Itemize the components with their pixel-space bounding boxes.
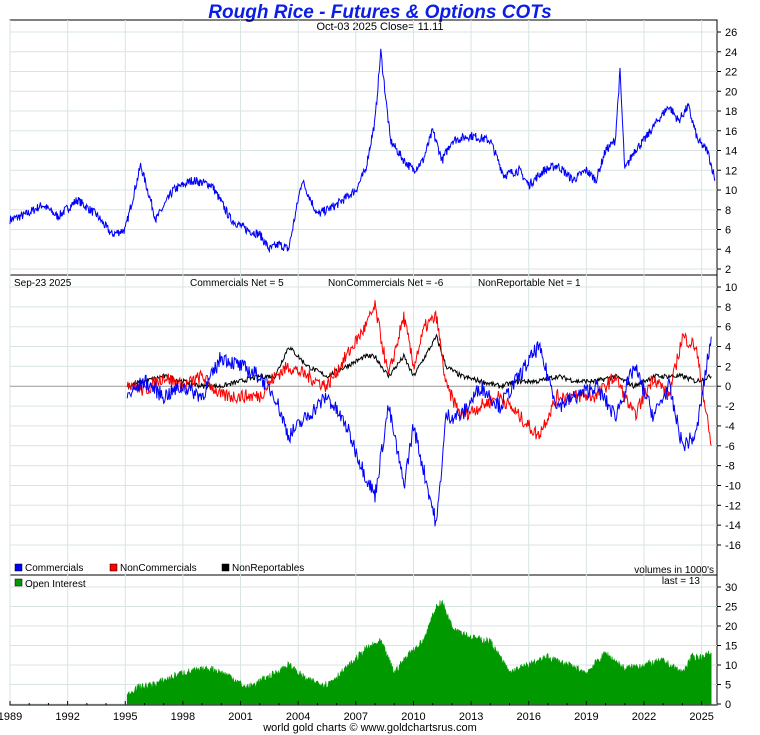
price-panel (9, 19, 718, 276)
x-tick-label: 2007 (344, 711, 368, 723)
y-tick-label: 6 (725, 322, 731, 334)
y-tick-label: -6 (725, 441, 735, 453)
nonreportables-line (126, 333, 712, 391)
footer-credit: world gold charts © www.goldchartsrus.co… (263, 722, 477, 734)
y-tick-label: 30 (725, 582, 737, 594)
legend-open-interest-swatch (14, 578, 23, 587)
y-tick-label: 22 (725, 67, 737, 79)
x-tick-label: 2001 (228, 711, 252, 723)
legend-nonreportables-swatch (221, 563, 230, 572)
x-tick-label: 2025 (689, 711, 713, 723)
x-tick-label: 2010 (401, 711, 425, 723)
y-tick-label: 18 (725, 106, 737, 118)
legend-nonreportables: NonReportables (232, 563, 304, 574)
y-tick-label: -14 (725, 520, 741, 532)
y-tick-label: 8 (725, 205, 731, 217)
y-tick-label: 16 (725, 126, 737, 138)
cot-panel (9, 274, 718, 576)
y-tick-label: 20 (725, 86, 737, 98)
legend-commercials: Commercials (25, 563, 83, 574)
x-tick-label: 2004 (286, 711, 310, 723)
y-tick-label: 2 (725, 264, 731, 276)
legend-commercials-swatch (14, 563, 23, 572)
y-tick-label: 12 (725, 165, 737, 177)
commercials-line (126, 336, 712, 527)
y-tick-label: -8 (725, 461, 735, 473)
x-tick-label: 2016 (516, 711, 540, 723)
x-tick-label: 1992 (55, 711, 79, 723)
y-tick-label: 6 (725, 225, 731, 237)
nonreportable-net-label: NonReportable Net = 1 (478, 278, 581, 289)
y-tick-label: -16 (725, 540, 741, 552)
y-tick-label: 5 (725, 680, 731, 692)
y-tick-label: 0 (725, 699, 731, 711)
y-tick-label: 4 (725, 342, 731, 354)
y-tick-label: 25 (725, 602, 737, 614)
y-tick-label: 10 (725, 185, 737, 197)
cot-date-label: Sep-23 2025 (14, 278, 72, 289)
legend-noncommercials: NonCommercials (120, 563, 197, 574)
x-tick-label: 1998 (171, 711, 195, 723)
y-tick-label: 0 (725, 381, 731, 393)
y-tick-label: 24 (725, 47, 737, 59)
chart-subtitle: Oct-03 2025 Close= 11.11 (316, 21, 444, 33)
y-tick-label: -4 (725, 421, 735, 433)
noncommercials-line (126, 300, 712, 446)
open-interest-area (126, 599, 712, 705)
open-interest-last: last = 13 (662, 576, 701, 587)
y-tick-label: 10 (725, 282, 737, 294)
noncommercials-net-label: NonCommercials Net = -6 (328, 278, 444, 289)
x-tick-label: 2022 (632, 711, 656, 723)
y-tick-label: 14 (725, 146, 737, 158)
x-tick-label: 1989 (0, 711, 22, 723)
y-tick-label: 15 (725, 641, 737, 653)
x-tick-label: 2013 (459, 711, 483, 723)
y-tick-label: 4 (725, 244, 731, 256)
y-tick-label: 2 (725, 361, 731, 373)
y-tick-label: 20 (725, 621, 737, 633)
volume-units-note: volumes in 1000's (634, 565, 714, 576)
x-tick-label: 1995 (113, 711, 137, 723)
chart-title: Rough Rice - Futures & Options COTs (208, 2, 552, 23)
y-tick-label: -2 (725, 401, 735, 413)
y-tick-label: 26 (725, 27, 737, 39)
y-tick-label: -12 (725, 500, 741, 512)
legend-noncommercials-swatch (109, 563, 118, 572)
x-tick-label: 2019 (574, 711, 598, 723)
legend-open-interest: Open Interest (25, 579, 86, 590)
commercials-net-label: Commercials Net = 5 (190, 278, 284, 289)
y-tick-label: -10 (725, 480, 741, 492)
y-tick-label: 8 (725, 302, 731, 314)
price-line (9, 48, 716, 254)
y-tick-label: 10 (725, 660, 737, 672)
